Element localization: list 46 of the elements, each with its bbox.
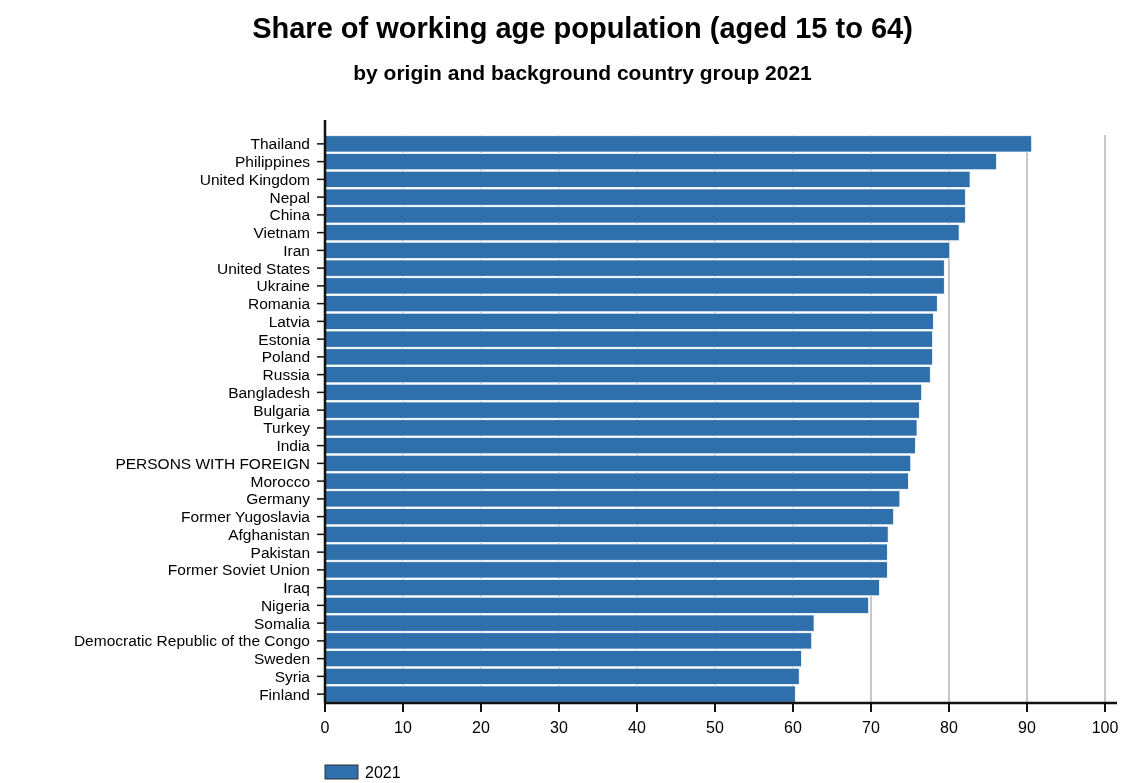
y-tick-label: China [269, 206, 311, 224]
y-tick-label: Syria [274, 667, 311, 685]
y-tick-label: Germany [246, 490, 311, 508]
y-tick-label: Turkey [263, 419, 311, 437]
y-tick-label: Somalia [254, 614, 311, 632]
x-tick-label: 70 [862, 719, 880, 736]
y-tick-label: Former Yugoslavia [181, 508, 311, 526]
x-tick-label: 60 [784, 719, 802, 736]
y-tick-label: Morocco [250, 472, 310, 490]
y-tick-label: Finland [259, 685, 310, 703]
y-tick-label: India [276, 437, 311, 455]
y-tick-label: Romania [247, 295, 311, 313]
y-tick-label: Vietnam [253, 224, 310, 242]
y-tick-label: Democratic Republic of the Congo [73, 632, 310, 650]
y-tick-label: Iran [283, 241, 310, 259]
x-tick-label: 80 [940, 719, 958, 736]
x-tick-label: 40 [628, 719, 646, 736]
y-tick-label: Bangladesh [228, 383, 310, 401]
y-tick-label: Afghanistan [228, 525, 310, 543]
y-tick-label: Estonia [258, 330, 311, 348]
x-tick-label: 100 [1091, 719, 1119, 736]
text: 2021 [365, 763, 401, 781]
chart-subtitle: by origin and background country group 2021 [353, 61, 813, 84]
x-tick-label: 20 [472, 719, 490, 736]
y-tick-label: Poland [261, 348, 310, 366]
y-tick-label: Latvia [268, 312, 311, 330]
y-tick-label: Nepal [269, 188, 310, 206]
x-tick-label: 50 [706, 719, 724, 736]
y-tick-label: United States [216, 259, 311, 277]
x-tick-label: 0 [320, 719, 330, 736]
y-tick-label: PERSONS WITH FOREIGN [115, 454, 310, 472]
y-tick-label: Philippines [235, 153, 311, 171]
x-tick-label: 10 [394, 719, 412, 736]
y-tick-label: Former Soviet Union [167, 561, 310, 579]
y-tick-label: Nigeria [260, 596, 311, 614]
y-tick-label: United Kingdom [199, 170, 310, 188]
x-tick-label: 90 [1018, 719, 1036, 736]
y-tick-label: Pakistan [250, 543, 310, 561]
y-tick-label: Russia [262, 366, 311, 384]
y-tick-label: Bulgaria [253, 401, 311, 419]
y-tick-label: Thailand [250, 135, 310, 153]
x-tick-label: 30 [550, 719, 568, 736]
y-tick-label: Sweden [253, 650, 310, 668]
y-tick-label: Ukraine [256, 277, 310, 295]
y-tick-label: Iraq [283, 579, 310, 597]
chart-title: Share of working age population (aged 15 to 64) [252, 12, 913, 44]
